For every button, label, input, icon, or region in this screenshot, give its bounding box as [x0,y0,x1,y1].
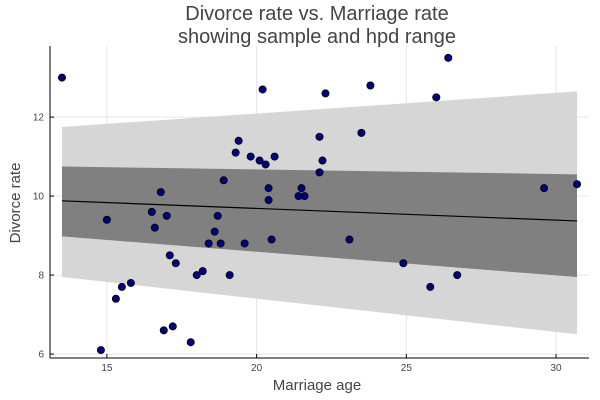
data-point [216,239,225,248]
data-point [165,251,174,260]
data-point [168,322,177,331]
data-point [264,184,273,193]
data-point [246,152,255,161]
y-tick-label: 8 [38,271,44,282]
y-tick-label: 12 [33,113,45,124]
data-point [225,271,234,280]
data-point [573,180,582,189]
y-axis-label: Divorce rate [7,163,24,244]
data-point [357,128,366,137]
chart-title-line-2: showing sample and hpd range [178,26,456,48]
x-tick-label: 30 [550,363,562,374]
data-point [345,235,354,244]
data-point [267,235,276,244]
data-point [300,192,309,201]
axes [49,46,589,359]
data-point [240,239,249,248]
data-point [213,211,222,220]
data-point [426,282,435,291]
data-point [264,196,273,205]
tick-labels: 15 20 25 30 6 8 10 12 [33,113,562,374]
data-point [315,132,324,141]
x-tick-label: 15 [101,363,113,374]
data-point [444,53,453,62]
data-point [453,271,462,280]
data-point [231,148,240,157]
data-point [156,188,165,197]
data-point [261,160,270,169]
data-point [321,89,330,98]
mean-line [61,200,578,222]
data-point [126,278,135,287]
data-point [162,211,171,220]
mean-line-group [61,200,578,222]
y-tick-label: 10 [33,192,45,203]
data-point [198,267,207,276]
data-point [219,176,228,185]
inner-hpd-band [61,166,578,278]
sample-points [57,53,582,355]
data-point [255,156,264,165]
data-point [432,93,441,102]
y-tick-label: 6 [38,350,44,361]
chart-title-line-1: Divorce rate vs. Marriage rate [185,3,448,25]
data-point [204,239,213,248]
data-point [111,294,120,303]
data-point [540,184,549,193]
data-point [297,184,306,193]
data-point [102,215,111,224]
data-point [117,282,126,291]
data-point [171,259,180,268]
data-point [258,85,267,94]
data-point [234,136,243,145]
data-point [315,168,324,177]
data-point [147,207,156,216]
hpd-bands [61,91,578,335]
data-point [399,259,408,268]
data-point [159,326,168,335]
x-tick-label: 20 [251,363,263,374]
data-point [96,346,105,355]
data-point [150,223,159,232]
data-point [57,73,66,82]
data-point [210,227,219,236]
x-axis-label: Marriage age [273,377,361,394]
data-point [192,271,201,280]
data-point [186,338,195,347]
data-point [366,81,375,90]
x-tick-label: 25 [401,363,413,374]
data-point [270,152,279,161]
data-point [318,156,327,165]
